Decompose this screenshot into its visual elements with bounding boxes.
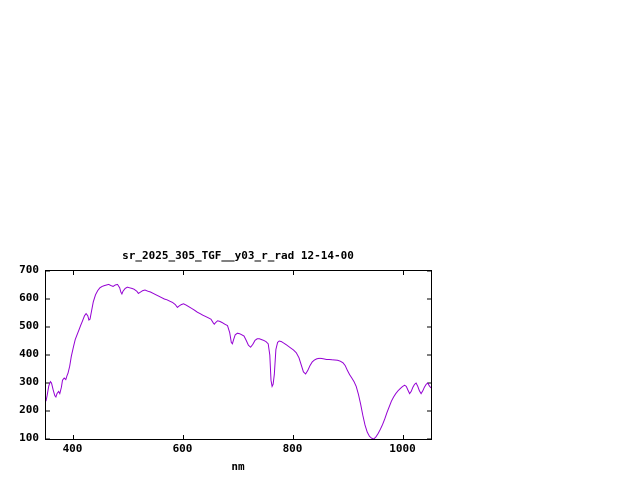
x-tick-label: 600 (172, 442, 193, 455)
y-tick-label: 100 (19, 431, 39, 444)
x-tick-label: 1000 (389, 442, 416, 455)
x-tick-label: 800 (282, 442, 303, 455)
spectrum-line (46, 283, 431, 439)
plot-area (45, 270, 432, 440)
y-tick-label: 400 (19, 347, 39, 360)
y-tick-label: 700 (19, 263, 39, 276)
y-tick-label: 600 (19, 291, 39, 304)
y-tick-label: 500 (19, 319, 39, 332)
x-axis-label: nm (231, 460, 245, 473)
chart-title: sr_2025_305_TGF__y03_r_rad 12-14-00 (122, 249, 354, 262)
plot-canvas (46, 271, 431, 439)
y-tick-label: 300 (19, 375, 39, 388)
x-tick-label: 400 (62, 442, 83, 455)
y-tick-label: 200 (19, 403, 39, 416)
